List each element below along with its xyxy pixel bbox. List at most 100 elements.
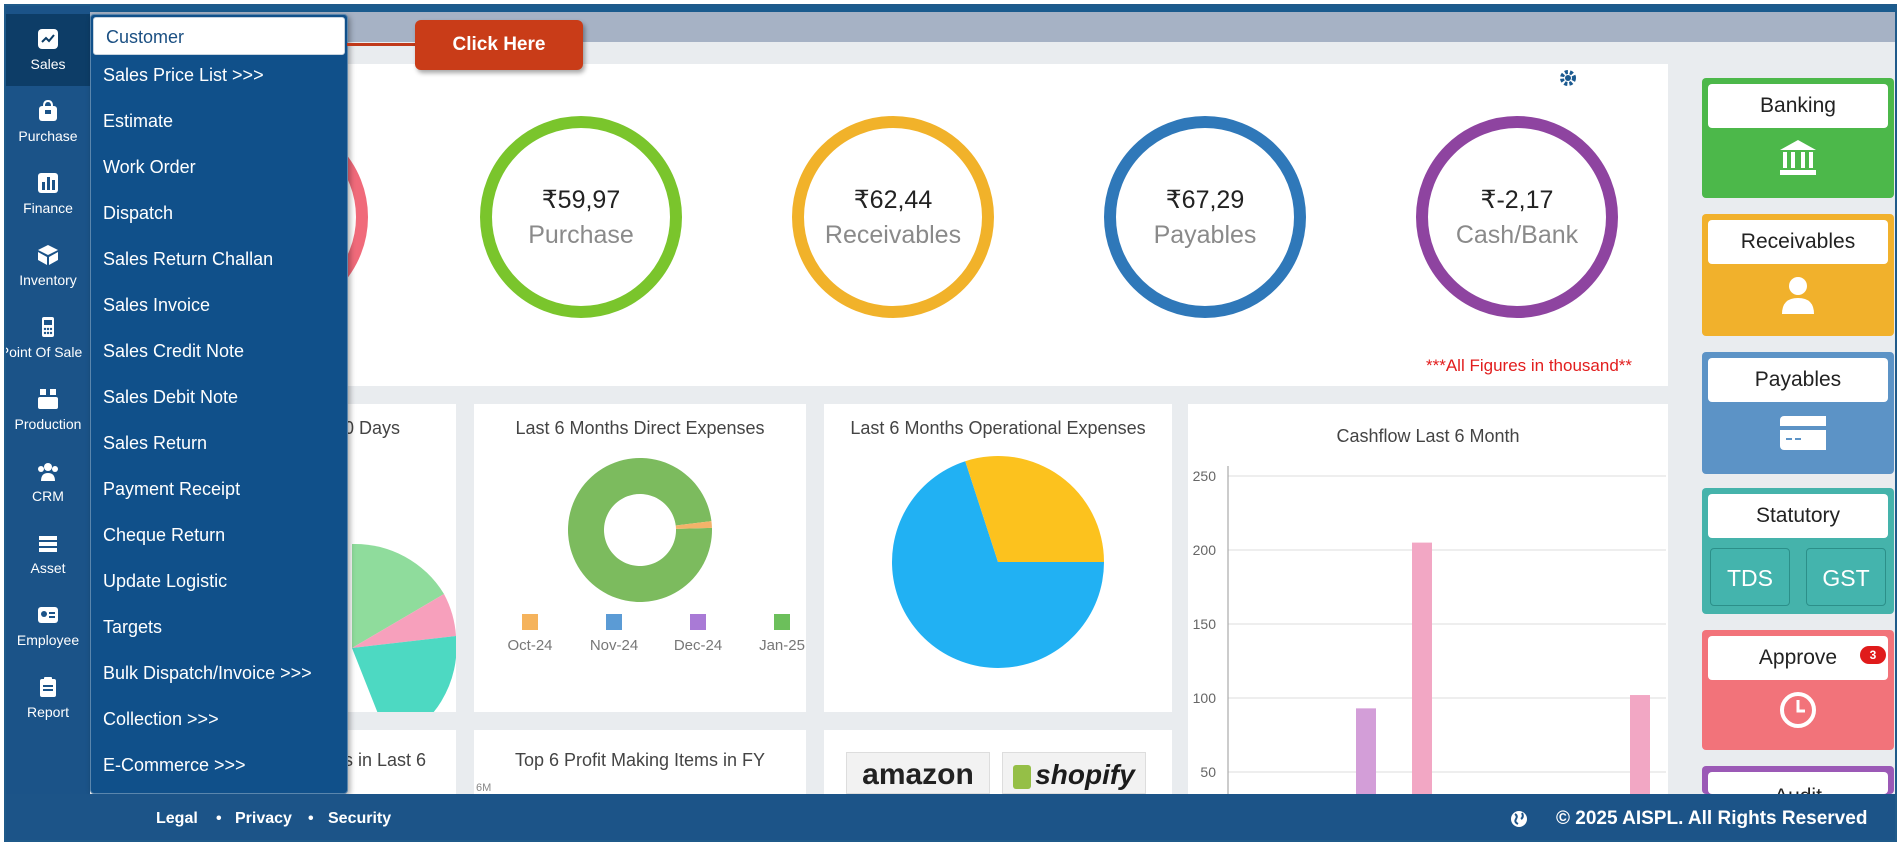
nav-inventory-label: Inventory (19, 272, 77, 288)
legend-swatch (690, 614, 706, 630)
direct-expenses-chart: Oct-24 Nov-24 Dec-24 Jan-25 (507, 458, 805, 654)
receivables-tile[interactable]: Receivables (1702, 214, 1894, 336)
nav-crm-label: CRM (32, 488, 64, 504)
days-pie-slice-pink (352, 594, 456, 648)
pos-icon (42, 317, 54, 337)
nav-production-label: Production (14, 416, 82, 432)
nav-inventory[interactable]: Inventory (6, 230, 90, 302)
menu-item-collection[interactable]: Collection >>> (103, 709, 219, 729)
shopify-logo[interactable]: shopify (1002, 752, 1146, 794)
id-card-icon (38, 607, 58, 623)
footer-link-security[interactable]: Security (328, 810, 392, 827)
nav-employee[interactable]: Employee (6, 590, 90, 662)
ecommerce-widget: amazon shopify (824, 730, 1172, 794)
direct-expenses-title: Last 6 Months Direct Expenses (515, 418, 765, 438)
amazon-logo[interactable]: amazon (846, 752, 990, 794)
cashflow-title: Cashflow Last 6 Month (1336, 426, 1520, 446)
menu-item-bulk-dispatch-invoice[interactable]: Bulk Dispatch/Invoice >>> (103, 663, 312, 683)
payables-label: Payables (1153, 220, 1257, 249)
operational-expenses-chart (892, 456, 1104, 668)
globe-icon[interactable] (1510, 810, 1528, 828)
nav-report[interactable]: Report (6, 662, 90, 734)
statutory-tile[interactable]: Statutory TDS GST (1702, 488, 1894, 614)
y-tick-label: 50 (1200, 764, 1216, 780)
days-pie-slice-green (352, 543, 444, 648)
legend-label: Jan-25 (759, 637, 805, 654)
tds-button[interactable]: TDS (1710, 548, 1790, 606)
nav-point-of-sale[interactable]: Point Of Sale (6, 302, 90, 374)
menu-item-work-order[interactable]: Work Order (103, 157, 196, 177)
click-here-callout: Click Here (415, 20, 583, 70)
days-pie-slice-teal (352, 636, 456, 712)
cashflow-bar (1630, 695, 1650, 794)
legend-swatch (606, 614, 622, 630)
cashflow-widget: Cashflow Last 6 Month 250 200 150 100 50 (1188, 404, 1668, 794)
payables-tile-label: Payables (1708, 358, 1888, 402)
payables-ring[interactable]: ₹67,29 Payables (1104, 116, 1306, 318)
payables-amount: ₹67,29 (1165, 185, 1245, 214)
module-sidebar: Sales Purchase Finance Inventory Point O… (6, 6, 90, 794)
clipboard-icon (40, 677, 56, 697)
copyright-text: © 2025 AISPL. All Rights Reserved (1556, 808, 1868, 829)
days-widget-title: 0 Days (344, 418, 401, 438)
legend-label: Dec-24 (674, 637, 722, 654)
purchase-label: Purchase (528, 220, 634, 249)
menu-item-payment-receipt[interactable]: Payment Receipt (103, 479, 241, 499)
receivables-ring[interactable]: ₹62,44 Receivables (792, 116, 994, 318)
banking-tile[interactable]: Banking (1702, 78, 1894, 198)
chart-icon (38, 29, 58, 49)
nav-asset[interactable]: Asset (6, 518, 90, 590)
cashbank-ring[interactable]: ₹-2,17 Cash/Bank (1416, 116, 1618, 318)
nav-report-label: Report (26, 704, 70, 720)
banking-tile-label: Banking (1708, 84, 1888, 128)
figures-note: ***All Figures in thousand** (1426, 356, 1633, 375)
audit-tile[interactable]: Audit (1702, 766, 1894, 794)
receivables-amount: ₹62,44 (853, 185, 933, 214)
nav-production[interactable]: Production (6, 374, 90, 446)
footer-link-legal[interactable]: Legal (156, 810, 198, 827)
menu-item-sales-credit-note[interactable]: Sales Credit Note (103, 341, 245, 361)
app-window: ₹59,97 Purchase ₹62,44 Receivables ₹67,2… (4, 4, 1897, 842)
menu-item-sales-invoice[interactable]: Sales Invoice (103, 295, 211, 315)
shopify-bag-icon (1013, 764, 1032, 789)
menu-item-sales-return-challan[interactable]: Sales Return Challan (103, 249, 274, 269)
menu-item-sales-debit-note[interactable]: Sales Debit Note (103, 387, 239, 407)
gear-icon[interactable] (1558, 68, 1578, 88)
menu-item-update-logistic[interactable]: Update Logistic (103, 571, 228, 591)
cashflow-chart: 250 200 150 100 50 (1193, 466, 1666, 794)
cashbank-label: Cash/Bank (1455, 220, 1579, 249)
nav-crm[interactable]: CRM (6, 446, 90, 518)
menu-item-customer[interactable]: Customer (93, 17, 345, 55)
factory-icon (38, 389, 58, 409)
sales-dropdown-menu: Customer Sales Price List >>> Estimate W… (90, 14, 348, 794)
nav-employee-label: Employee (16, 632, 80, 648)
menu-item-cheque-return[interactable]: Cheque Return (103, 525, 226, 545)
y-tick-label: 150 (1193, 616, 1217, 632)
profit-axis-label: 6M (476, 782, 492, 794)
days-pie-chart (352, 543, 456, 712)
nav-purchase[interactable]: Purchase (6, 86, 90, 158)
approve-tile[interactable]: Approve 3 (1702, 630, 1894, 750)
menu-item-e-commerce[interactable]: E-Commerce >>> (103, 755, 246, 775)
menu-item-estimate[interactable]: Estimate (103, 111, 174, 131)
shopify-text: shopify (1035, 759, 1135, 790)
purchase-ring[interactable]: ₹59,97 Purchase (480, 116, 682, 318)
legend-label: Oct-24 (507, 637, 552, 654)
payables-tile[interactable]: Payables (1702, 352, 1894, 474)
nav-finance[interactable]: Finance (6, 158, 90, 230)
footer-separator: • (216, 810, 222, 827)
nav-sales[interactable]: Sales (6, 14, 90, 86)
menu-item-targets[interactable]: Targets (103, 617, 163, 637)
menu-item-sales-price-list[interactable]: Sales Price List >>> (103, 65, 264, 85)
bank-icon (1780, 140, 1816, 175)
users-icon (38, 463, 58, 481)
menu-item-dispatch[interactable]: Dispatch (103, 203, 174, 223)
legend-label: Nov-24 (590, 637, 638, 654)
nav-point-of-sale-label: Point Of Sale (6, 344, 83, 360)
gst-button[interactable]: GST (1806, 548, 1886, 606)
footer-link-privacy[interactable]: Privacy (235, 810, 292, 827)
menu-item-sales-return[interactable]: Sales Return (103, 433, 208, 453)
operational-expenses-widget: Last 6 Months Operational Expenses (824, 404, 1172, 712)
profit-items-widget: Top 6 Profit Making Items in FY 6M (474, 730, 806, 794)
nav-asset-label: Asset (30, 560, 66, 576)
